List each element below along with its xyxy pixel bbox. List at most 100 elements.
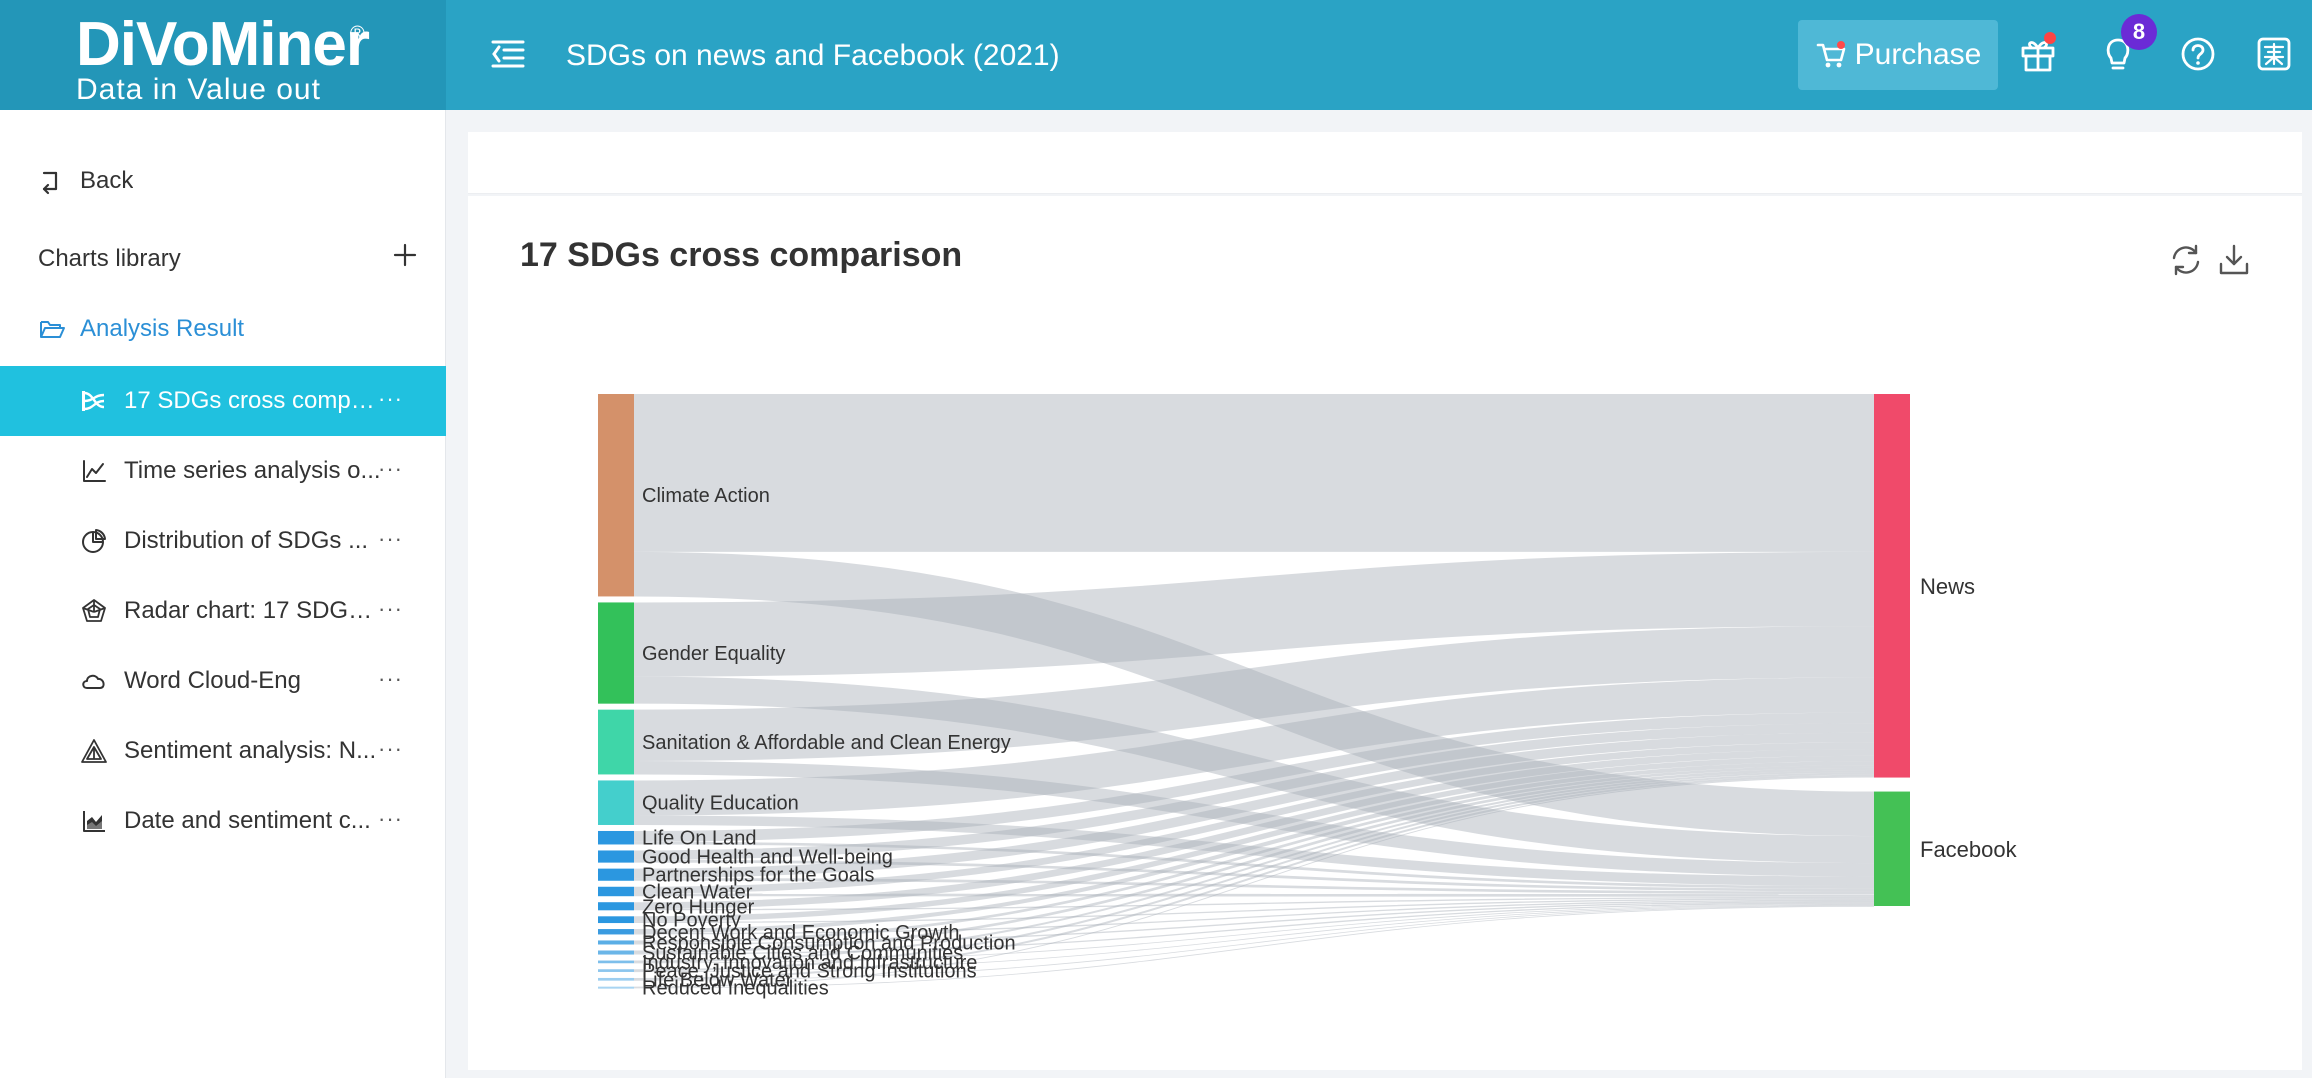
sankey-node-label-reduced-inequalities: Reduced Inequalities	[642, 978, 829, 1000]
sankey-link-decent-work-and-economic-growth-to-facebook[interactable]	[633, 899, 1875, 935]
sankey-chart[interactable]: Climate Action Gender Equality Sanitation …	[468, 196, 2302, 1070]
sankey-node-decent-work-and-economic-growth[interactable]	[598, 929, 634, 935]
sankey-node-label-responsible-consumption-and-production: Responsible Consumption and Production	[642, 932, 1016, 954]
gift-icon[interactable]	[2018, 34, 2058, 74]
sankey-link-sustainable-cities-and-communities-to-news[interactable]	[633, 767, 1875, 954]
toolbar-strip	[468, 132, 2302, 194]
sankey-link-industry-innovation-and-infrastructure-to-facebook[interactable]	[633, 903, 1875, 964]
sankey-link-no-poverty-to-facebook[interactable]	[633, 898, 1875, 924]
purchase-button[interactable]: Purchase	[1798, 20, 1998, 90]
sankey-node-label-quality-education: Quality Education	[642, 793, 799, 815]
more-options-icon[interactable]: ···	[378, 456, 403, 481]
sankey-link-industry-innovation-and-infrastructure-to-news[interactable]	[633, 770, 1875, 963]
sankey-node-label-life-on-land: Life On Land	[642, 828, 757, 850]
sankey-node-quality-education[interactable]	[598, 780, 634, 825]
sankey-link-gender-equality-to-facebook[interactable]	[633, 676, 1875, 864]
sankey-node-life-below-water[interactable]	[598, 977, 634, 981]
sankey-link-partnerships-for-the-goals-to-news[interactable]	[633, 732, 1875, 879]
sankey-node-sustainable-cities-and-communities[interactable]	[598, 950, 634, 955]
lightbulb-icon[interactable]	[2098, 34, 2138, 74]
chart-item-sdgs-cross-comparison[interactable]: 17 SDGs cross compa... ···	[0, 366, 446, 436]
sankey-link-life-on-land-to-news[interactable]	[633, 712, 1875, 842]
logo-wordmark: DiVoMiner	[76, 10, 370, 79]
sankey-node-label-no-poverty: No Poverty	[642, 910, 741, 932]
language-icon[interactable]	[2254, 34, 2294, 74]
sankey-node-partnerships-for-the-goals[interactable]	[598, 868, 634, 881]
more-options-icon[interactable]: ···	[378, 386, 403, 411]
sankey-node-news[interactable]	[1874, 394, 1910, 778]
sankey-link-clean-water-to-facebook[interactable]	[633, 893, 1875, 897]
sankey-link-peace-justice-and-strong-institutions-to-facebook[interactable]	[633, 904, 1875, 973]
sankey-link-climate-action-to-facebook[interactable]	[633, 551, 1875, 837]
refresh-icon[interactable]	[2168, 242, 2204, 278]
sankey-link-quality-education-to-facebook[interactable]	[633, 815, 1875, 887]
sankey-link-peace-justice-and-strong-institutions-to-news[interactable]	[633, 772, 1875, 972]
sankey-link-zero-hunger-to-facebook[interactable]	[633, 896, 1875, 911]
sankey-link-life-below-water-to-facebook[interactable]	[633, 905, 1875, 981]
sankey-node-peace-justice-and-strong-institutions[interactable]	[598, 969, 634, 972]
sankey-link-sanitation-affordable-and-clean-energy-to-news[interactable]	[633, 626, 1875, 761]
chart-item-label: Time series analysis o...	[124, 457, 381, 484]
add-chart-icon[interactable]	[390, 240, 420, 270]
chart-item-sentiment[interactable]: Sentiment analysis: N... ···	[0, 716, 446, 786]
menu-toggle-icon[interactable]	[490, 36, 526, 72]
logo[interactable]: DiVoMiner ® Data in Value out	[0, 0, 446, 110]
chart-item-distribution[interactable]: Distribution of SDGs ... ···	[0, 506, 446, 576]
sankey-link-partnerships-for-the-goals-to-facebook[interactable]	[633, 878, 1875, 895]
sankey-link-no-poverty-to-news[interactable]	[633, 755, 1875, 922]
sankey-node-good-health-and-well-being[interactable]	[598, 850, 634, 863]
more-options-icon[interactable]: ···	[378, 666, 403, 691]
sankey-node-label-zero-hunger: Zero Hunger	[642, 896, 755, 918]
sankey-link-quality-education-to-news[interactable]	[633, 677, 1875, 816]
sankey-link-zero-hunger-to-news[interactable]	[633, 748, 1875, 909]
sankey-link-responsible-consumption-and-production-to-facebook[interactable]	[633, 900, 1875, 945]
sankey-link-clean-water-to-news[interactable]	[633, 742, 1875, 894]
analysis-result-folder[interactable]: Analysis Result	[0, 294, 446, 364]
sankey-node-label-life-below-water: Life Below Water	[642, 969, 793, 991]
sankey-node-industry-innovation-and-infrastructure[interactable]	[598, 960, 634, 964]
charts-library-header: Charts library	[0, 224, 446, 294]
more-options-icon[interactable]: ···	[378, 596, 403, 621]
sankey-link-life-on-land-to-facebook[interactable]	[633, 841, 1875, 889]
sankey-node-gender-equality[interactable]	[598, 602, 634, 704]
sankey-node-label-gender-equality: Gender Equality	[642, 643, 785, 665]
sankey-link-reduced-inequalities-to-facebook[interactable]	[633, 905, 1875, 989]
sankey-node-clean-water[interactable]	[598, 886, 634, 897]
sankey-link-reduced-inequalities-to-news[interactable]	[633, 776, 1875, 988]
chart-item-time-series[interactable]: Time series analysis o... ···	[0, 436, 446, 506]
more-options-icon[interactable]: ···	[378, 526, 403, 551]
back-button[interactable]: Back	[0, 146, 446, 216]
sankey-node-facebook[interactable]	[1874, 791, 1910, 906]
analysis-result-label: Analysis Result	[80, 315, 245, 342]
back-label: Back	[80, 167, 134, 194]
sankey-link-sustainable-cities-and-communities-to-facebook[interactable]	[633, 902, 1875, 955]
sankey-link-life-below-water-to-news[interactable]	[633, 774, 1875, 980]
chart-item-word-cloud[interactable]: Word Cloud-Eng ···	[0, 646, 446, 716]
sankey-link-good-health-and-well-being-to-facebook[interactable]	[633, 859, 1875, 892]
help-icon[interactable]	[2178, 34, 2218, 74]
sankey-node-climate-action[interactable]	[598, 394, 634, 597]
sankey-node-reduced-inequalities[interactable]	[598, 986, 634, 989]
chart-item-date-sentiment[interactable]: Date and sentiment c... ···	[0, 786, 446, 856]
chart-item-label: Word Cloud-Eng	[124, 667, 301, 694]
more-options-icon[interactable]: ···	[378, 806, 403, 831]
sankey-link-gender-equality-to-news[interactable]	[633, 551, 1875, 677]
chart-item-radar[interactable]: Radar chart: 17 SDGs ... ···	[0, 576, 446, 646]
sankey-link-sanitation-affordable-and-clean-energy-to-facebook[interactable]	[633, 760, 1875, 877]
project-title: SDGs on news and Facebook (2021)	[566, 39, 1060, 72]
chart-item-label: Distribution of SDGs ...	[124, 527, 369, 554]
sankey-link-good-health-and-well-being-to-news[interactable]	[633, 723, 1875, 860]
sankey-node-sanitation-affordable-and-clean-energy[interactable]	[598, 709, 634, 775]
sankey-node-responsible-consumption-and-production[interactable]	[598, 940, 634, 945]
sankey-node-zero-hunger[interactable]	[598, 902, 634, 911]
sankey-node-no-poverty[interactable]	[598, 916, 634, 924]
more-options-icon[interactable]: ···	[378, 736, 403, 761]
sankey-node-life-on-land[interactable]	[598, 830, 634, 845]
sankey-link-responsible-consumption-and-production-to-news[interactable]	[633, 765, 1875, 944]
chart-panel: Climate Action Gender Equality Sanitation …	[468, 196, 2302, 1070]
chart-item-label: Date and sentiment c...	[124, 807, 371, 834]
logo-registered-mark: ®	[350, 23, 365, 45]
cloud-icon	[82, 674, 105, 689]
sankey-link-decent-work-and-economic-growth-to-news[interactable]	[633, 761, 1875, 934]
download-icon[interactable]	[2216, 242, 2252, 278]
